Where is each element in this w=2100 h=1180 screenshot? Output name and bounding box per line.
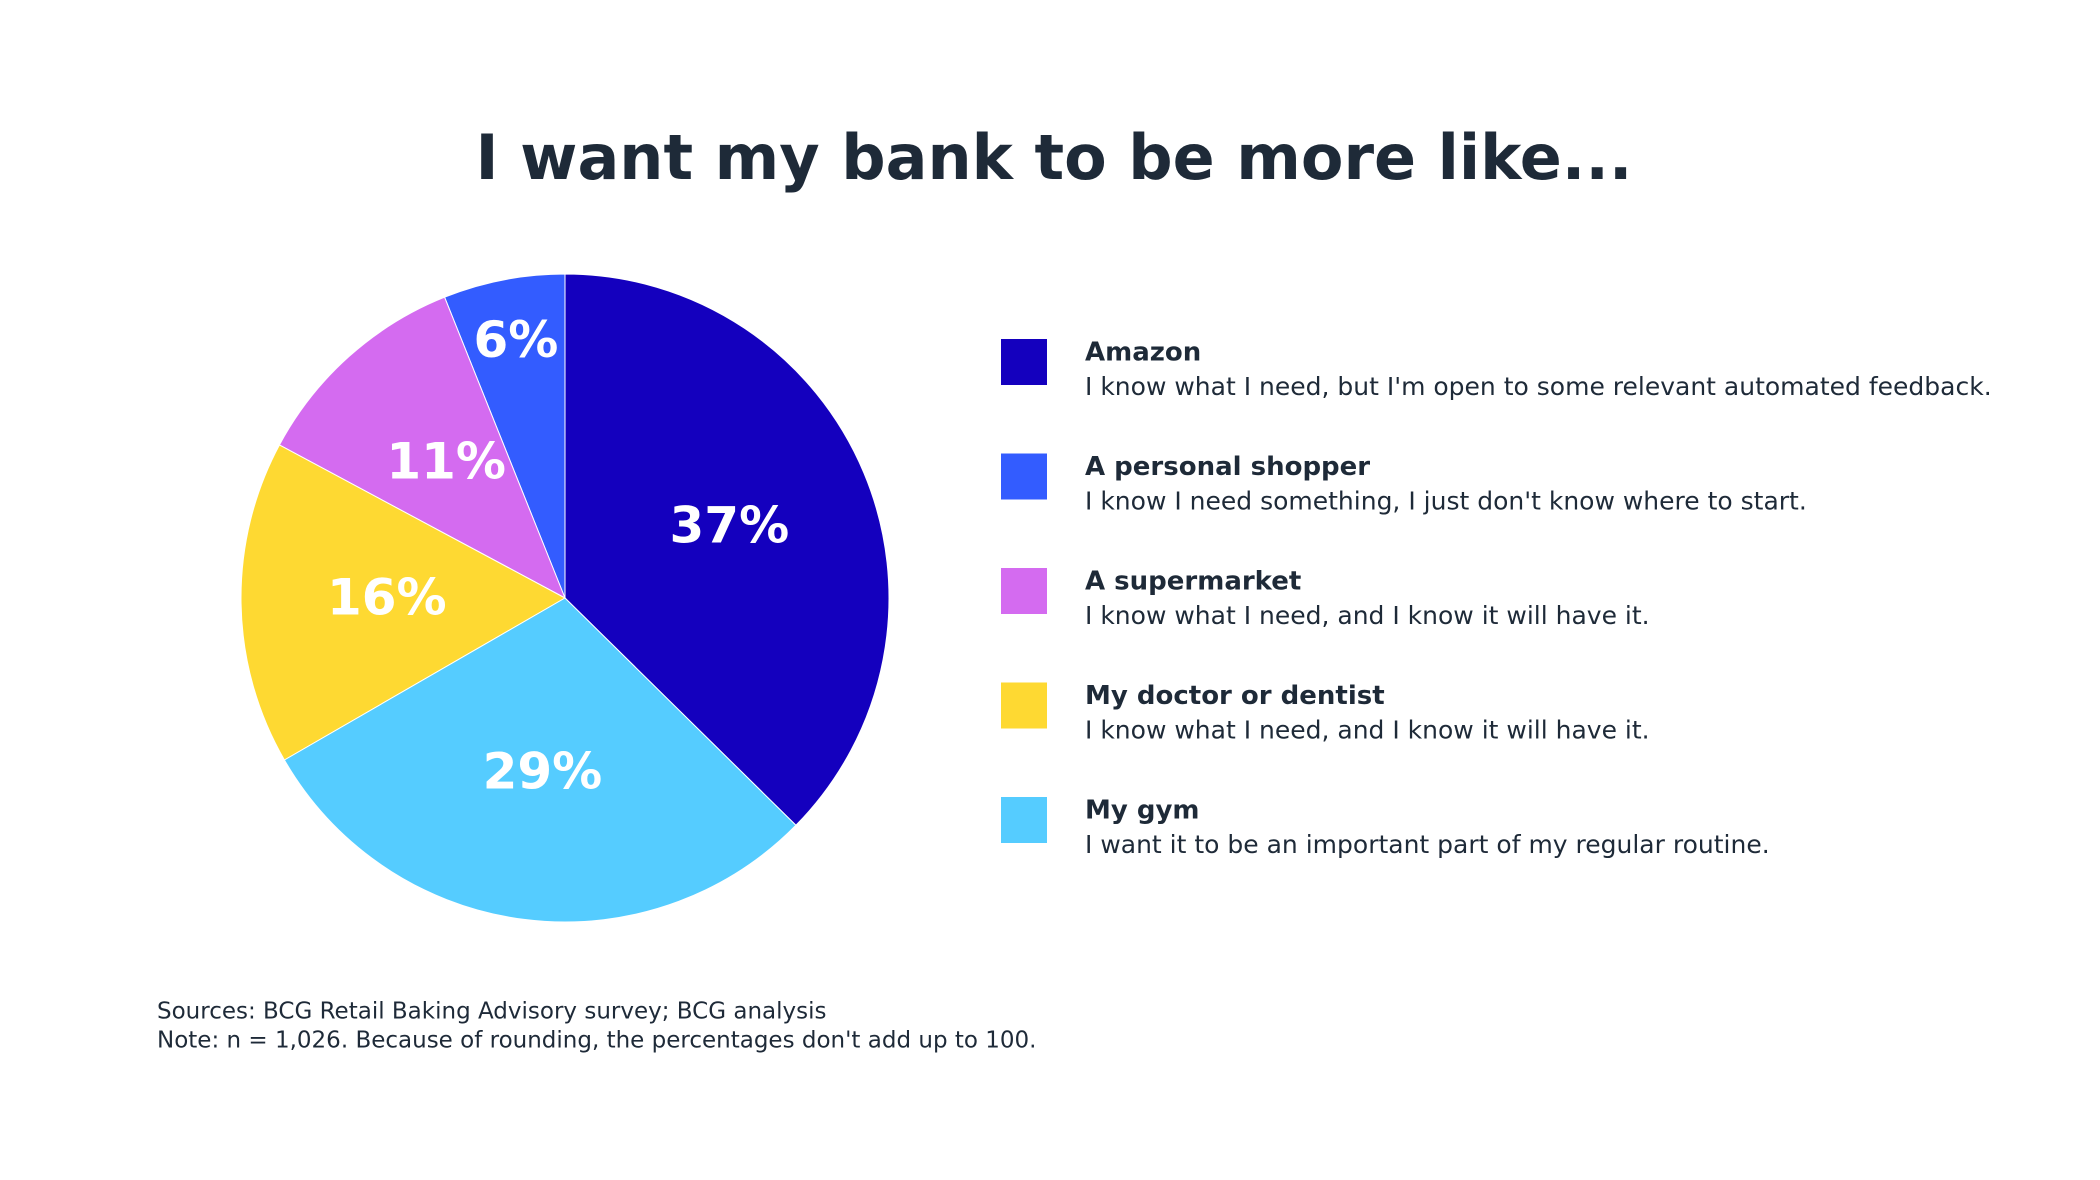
chart-title: I want my bank to be more like...: [476, 121, 1633, 194]
pie-slice: [283, 597, 797, 923]
pie-slice: [443, 273, 566, 599]
slice-label: 16%: [327, 568, 447, 626]
legend-description: I know what I need, but I'm open to some…: [1085, 372, 1992, 401]
legend-description: I know I need something, I just don't kn…: [1085, 487, 1807, 516]
legend-description: I want it to be an important part of my …: [1085, 830, 1770, 859]
slice-label: 29%: [483, 742, 603, 800]
legend-swatch: [1001, 568, 1047, 614]
slice-label: 37%: [670, 497, 790, 555]
footnote: Note: n = 1,026. Because of rounding, th…: [157, 1028, 1036, 1054]
legend-name: My gym: [1085, 796, 1200, 826]
legend-description: I know what I need, and I know it will h…: [1085, 601, 1650, 630]
legend-swatch: [1001, 682, 1047, 729]
slice-label: 6%: [474, 311, 559, 369]
source-note: Sources: BCG Retail Baking Advisory surv…: [157, 999, 826, 1025]
pie-slice: [278, 296, 566, 600]
legend-description: I know what I need, and I know it will h…: [1085, 716, 1650, 745]
slice-label: 11%: [386, 433, 506, 491]
legend-name: Amazon: [1085, 338, 1201, 368]
legend-name: A personal shopper: [1085, 452, 1370, 482]
legend-name: A supermarket: [1085, 567, 1301, 597]
pie-slice: [240, 444, 567, 761]
legend-swatch: [1001, 339, 1047, 385]
legend-swatch: [1001, 797, 1047, 843]
pie-slice: [564, 273, 890, 826]
legend-swatch: [1001, 453, 1047, 500]
legend-name: My doctor or dentist: [1085, 681, 1385, 711]
